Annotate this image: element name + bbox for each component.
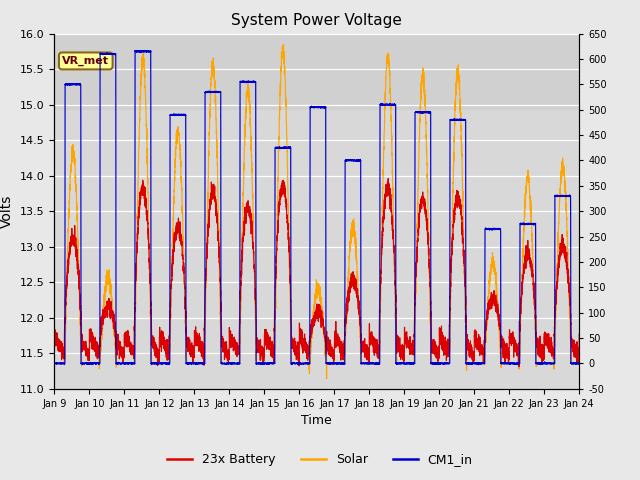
Title: System Power Voltage: System Power Voltage (232, 13, 402, 28)
X-axis label: Time: Time (301, 414, 332, 427)
Bar (54, 34, 579, 110)
Legend: 23x Battery, Solar, CM1_in: 23x Battery, Solar, CM1_in (163, 448, 477, 471)
Y-axis label: Volts: Volts (1, 194, 14, 228)
Text: VR_met: VR_met (62, 56, 109, 66)
